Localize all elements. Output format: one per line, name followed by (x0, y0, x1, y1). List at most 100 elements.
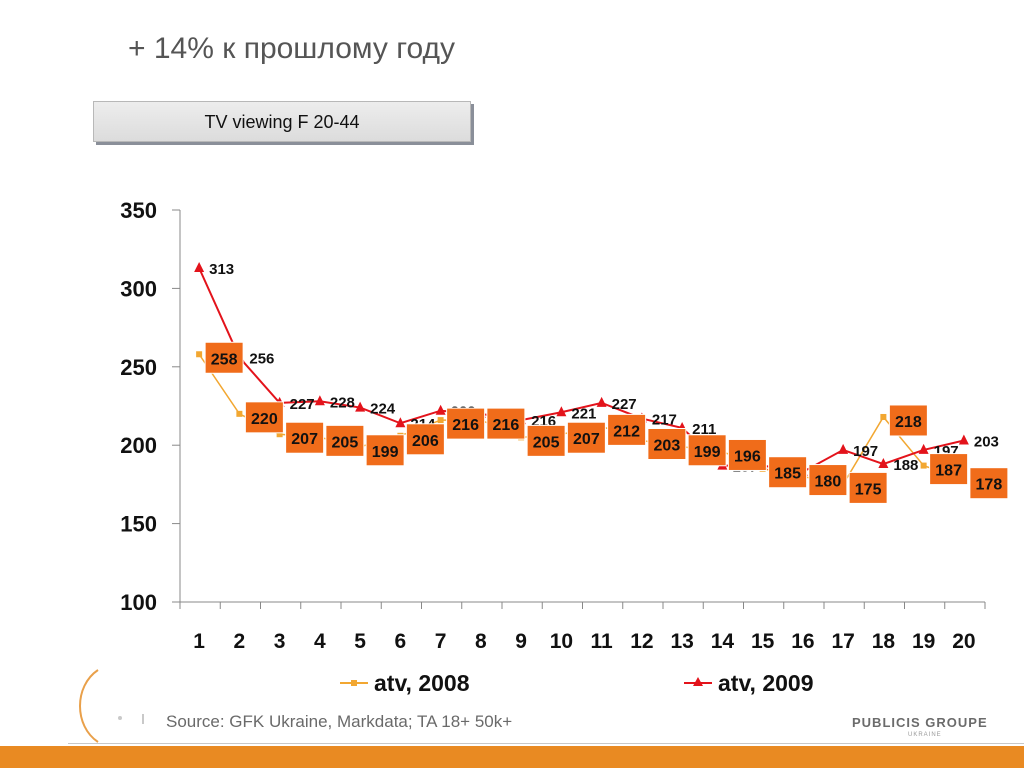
data-label-2009: 188 (893, 457, 918, 474)
data-label-box-2008 (888, 404, 928, 437)
data-label-2009: 197 (853, 443, 878, 460)
point-2009 (435, 404, 446, 415)
data-label-2008: 207 (291, 431, 318, 448)
data-label-2008: 258 (211, 351, 238, 368)
point-2008 (196, 351, 203, 358)
y-tick-label: 150 (120, 512, 157, 537)
data-label-box-2008 (607, 413, 647, 446)
x-tick-label: 19 (912, 630, 935, 653)
legend-triangle-marker-icon (684, 677, 712, 686)
y-tick-label: 200 (120, 433, 157, 458)
data-label-box-2008 (687, 434, 727, 467)
data-label-box-2008 (325, 424, 365, 457)
x-tick-label: 15 (751, 630, 775, 653)
chart-caption-box: TV viewing F 20-44 (93, 101, 471, 142)
legend-item-2009: atv, 2009 (684, 668, 813, 698)
x-tick-label: 4 (314, 630, 326, 653)
data-label-2009: 217 (652, 412, 677, 429)
y-tick-label: 250 (120, 355, 157, 380)
data-label-2008: 185 (774, 466, 801, 483)
data-label-2009: 224 (370, 401, 396, 418)
page-title: + 14% к прошлому году (128, 32, 456, 65)
x-tick-label: 6 (395, 630, 407, 653)
point-2009 (596, 396, 607, 407)
point-2008 (437, 417, 444, 424)
point-2009 (314, 395, 325, 406)
series-line-2009 (198, 267, 965, 473)
point-2009 (838, 443, 849, 454)
data-label-box-2008 (929, 453, 969, 486)
data-label-box-2008 (405, 423, 445, 456)
data-label-box-2008 (446, 407, 486, 440)
x-tick-label: 9 (515, 630, 527, 653)
data-label-box-2008 (848, 471, 888, 504)
point-2009 (556, 406, 567, 417)
brand-subtitle: UKRAINE (908, 732, 942, 738)
data-label-2009: 203 (974, 433, 999, 450)
source-note: Source: GFK Ukraine, Markdata; TA 18+ 50… (166, 712, 513, 731)
point-2009 (958, 434, 969, 445)
data-label-2008: 218 (895, 414, 922, 431)
data-label-2008: 180 (815, 474, 842, 491)
data-label-box-2008 (244, 401, 284, 434)
data-label-2008: 203 (654, 437, 681, 454)
y-tick-label: 350 (120, 198, 157, 223)
data-label-box-2008 (808, 464, 848, 497)
legend-item-2008: atv, 2008 (340, 668, 469, 698)
point-2009 (194, 262, 205, 273)
data-label-box-2008 (285, 421, 325, 454)
data-label-2008: 216 (452, 417, 479, 434)
data-label-box-2008 (365, 434, 405, 467)
point-2009 (355, 401, 366, 412)
data-label-box-2008 (727, 438, 767, 471)
point-2008 (236, 410, 243, 417)
brand-name: PUBLICIS GROUPE (852, 715, 988, 730)
data-label-2008: 207 (573, 431, 600, 448)
x-tick-label: 5 (354, 630, 366, 653)
x-tick-label: 10 (550, 630, 573, 653)
data-label-box-2008 (768, 456, 808, 489)
data-label-2009: 228 (330, 394, 355, 411)
x-tick-label: 14 (711, 630, 735, 653)
point-2009 (395, 417, 406, 428)
legend-label-2008: atv, 2008 (374, 669, 470, 696)
data-label-2008: 187 (935, 463, 962, 480)
x-tick-label: 16 (791, 630, 814, 653)
x-tick-label: 2 (234, 630, 246, 653)
x-tick-label: 17 (831, 630, 854, 653)
point-2009 (918, 443, 929, 454)
data-label-2009: 313 (209, 261, 234, 278)
y-tick-label: 300 (120, 276, 157, 301)
x-tick-label: 3 (274, 630, 286, 653)
data-label-2008: 178 (976, 477, 1003, 494)
x-tick-label: 18 (872, 630, 896, 653)
data-label-box-2008 (526, 424, 566, 457)
x-tick-label: 11 (591, 630, 614, 653)
data-label-2008: 206 (412, 433, 439, 450)
data-label-2008: 199 (694, 444, 721, 461)
data-label-2008: 212 (613, 423, 640, 440)
footer-bar (0, 746, 1024, 768)
data-label-2008: 175 (855, 481, 882, 498)
data-label-2009: 227 (612, 396, 637, 413)
data-label-box-2008 (969, 467, 1009, 500)
data-label-2009: 256 (249, 350, 274, 367)
data-label-box-2008 (204, 341, 244, 374)
data-label-2009: 227 (290, 396, 315, 413)
x-tick-label: 7 (435, 630, 447, 653)
footer-divider (68, 743, 1024, 744)
point-2008 (880, 413, 887, 420)
data-label-2009: 211 (692, 421, 716, 438)
y-tick-label: 100 (120, 590, 157, 615)
data-label-2008: 205 (533, 434, 560, 451)
data-label-2008: 216 (493, 417, 520, 434)
media-agency-logo-icon (79, 669, 144, 743)
x-tick-label: 12 (630, 630, 653, 653)
x-tick-label: 20 (952, 630, 975, 653)
data-label-box-2008 (566, 421, 606, 454)
x-tick-label: 8 (475, 630, 487, 653)
data-label-2008: 220 (251, 411, 278, 428)
point-2008 (920, 462, 927, 469)
legend-label-2009: atv, 2009 (718, 669, 814, 696)
